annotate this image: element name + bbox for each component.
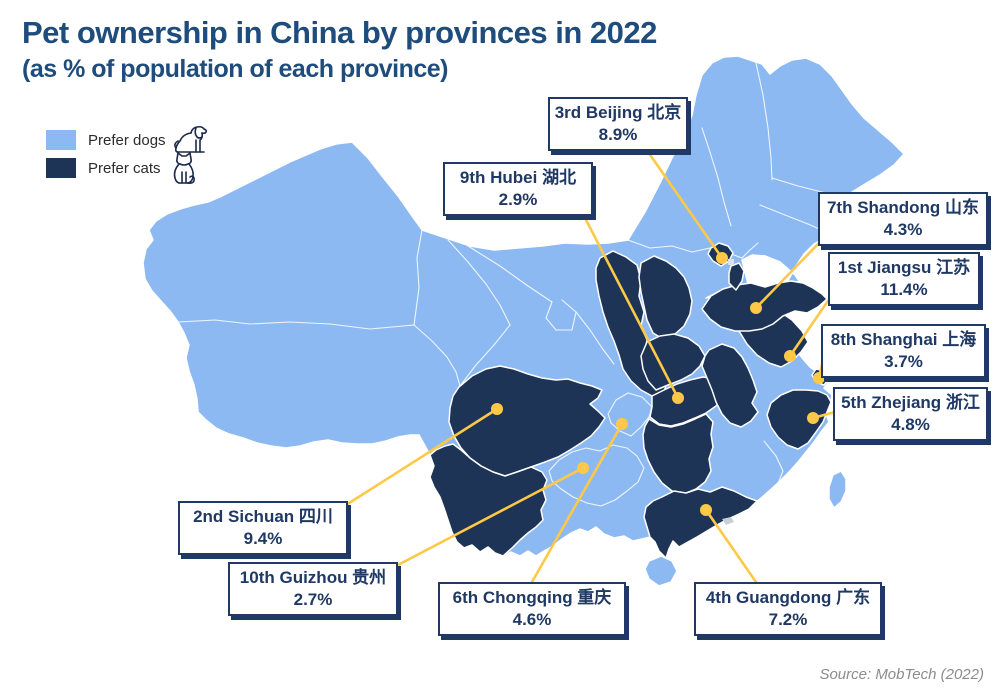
province-chongqing [607, 392, 653, 437]
callout-shandong: 7th Shandong 山东 4.3% [818, 192, 988, 246]
dot-guangdong [700, 504, 712, 516]
page-subtitle: (as % of population of each province) [22, 55, 448, 83]
callout-zhejiang-value: 4.8% [891, 415, 930, 434]
callout-shanghai: 8th Shanghai 上海 3.7% [821, 324, 986, 378]
legend-dogs-label: Prefer dogs [88, 131, 166, 149]
callout-guangdong-value: 7.2% [768, 610, 808, 629]
island-hainan [644, 555, 678, 587]
leader-sichuan [344, 407, 499, 507]
hong-kong-mark [722, 517, 734, 525]
leader-jiangsu [788, 296, 832, 358]
leader-shandong [754, 240, 822, 310]
callout-beijing-value: 8.9% [598, 125, 638, 144]
dogs-color-swatch [46, 130, 76, 150]
callout-sichuan: 2nd Sichuan 四川 9.4% [178, 501, 348, 555]
callout-jiangsu-value: 11.4% [880, 280, 928, 299]
dot-jiangsu [784, 350, 796, 362]
leader-guizhou [394, 466, 585, 568]
dot-chongqing [616, 418, 628, 430]
callout-guizhou-name: 10th Guizhou 贵州 [239, 568, 387, 587]
callout-jiangsu: 1st Jiangsu 江苏 11.4% [828, 252, 980, 306]
leader-lines [344, 147, 837, 584]
legend-row-dogs: Prefer dogs [46, 125, 210, 154]
callout-hubei: 9th Hubei 湖北 2.9% [443, 162, 593, 216]
callout-guangdong-name: 4th Guangdong 广东 [705, 588, 871, 607]
callout-chongqing: 6th Chongqing 重庆 4.6% [438, 582, 626, 636]
province-hunan [642, 413, 714, 495]
title-block: Pet ownership in China by provinces in 2… [22, 14, 657, 86]
callout-shandong-value: 4.3% [883, 220, 923, 239]
callout-beijing-name: 3rd Beijing 北京 [554, 103, 682, 122]
province-yunnan [429, 443, 548, 557]
source-note: Source: MobTech (2022) [819, 666, 984, 683]
legend: Prefer dogs Prefer cats [46, 125, 210, 184]
page-title: Pet ownership in China by provinces in 2… [22, 15, 657, 50]
dot-shandong [750, 302, 762, 314]
callout-hubei-value: 2.9% [498, 190, 538, 209]
callout-guizhou-value: 2.7% [293, 590, 333, 609]
province-henan [640, 333, 706, 391]
province-tianjin [728, 262, 745, 291]
callout-guizhou: 10th Guizhou 贵州 2.7% [228, 562, 398, 616]
callout-jiangsu-name: 1st Jiangsu 江苏 [837, 258, 971, 277]
china-landmass [142, 55, 905, 558]
callout-sichuan-name: 2nd Sichuan 四川 [193, 507, 333, 526]
callout-zhejiang-name: 5th Zhejiang 浙江 [841, 393, 980, 412]
callout-beijing: 3rd Beijing 北京 8.9% [548, 97, 688, 151]
dot-sichuan [491, 403, 503, 415]
province-borders [177, 62, 853, 487]
callout-shandong-name: 7th Shandong 山东 [826, 198, 980, 217]
province-guangdong [643, 486, 758, 559]
cats-color-swatch [46, 158, 76, 178]
callout-hubei-name: 9th Hubei 湖北 [459, 168, 577, 187]
province-zhejiang [766, 389, 832, 450]
dot-zhejiang [807, 412, 819, 424]
callout-chongqing-value: 4.6% [512, 610, 552, 629]
island-taiwan [828, 470, 847, 509]
callout-chongqing-name: 6th Chongqing 重庆 [452, 588, 612, 607]
leader-dots [491, 252, 825, 516]
tianjin-notch [728, 259, 734, 265]
province-shanxi [638, 255, 693, 340]
dot-beijing [716, 252, 728, 264]
callout-shanghai-value: 3.7% [884, 352, 923, 371]
leader-beijing [644, 147, 724, 260]
legend-row-cats: Prefer cats [46, 152, 210, 184]
prefer-cats-provinces [429, 242, 832, 559]
callout-sichuan-value: 9.4% [243, 529, 283, 548]
leader-chongqing [530, 422, 624, 584]
dog-icon [173, 125, 207, 153]
dot-hubei [672, 392, 684, 404]
leader-hubei [582, 214, 680, 400]
callout-shanghai-name: 8th Shanghai 上海 [830, 330, 977, 349]
province-hubei [649, 376, 727, 427]
callout-guangdong: 4th Guangdong 广东 7.2% [694, 582, 882, 636]
leader-guangdong [704, 508, 758, 584]
province-shandong [701, 280, 828, 332]
callout-zhejiang: 5th Zhejiang 浙江 4.8% [833, 387, 988, 441]
province-anhui [701, 343, 759, 428]
dot-guizhou [577, 462, 589, 474]
legend-cats-label: Prefer cats [88, 159, 161, 177]
province-guizhou [548, 444, 645, 507]
cat-icon [173, 152, 195, 184]
